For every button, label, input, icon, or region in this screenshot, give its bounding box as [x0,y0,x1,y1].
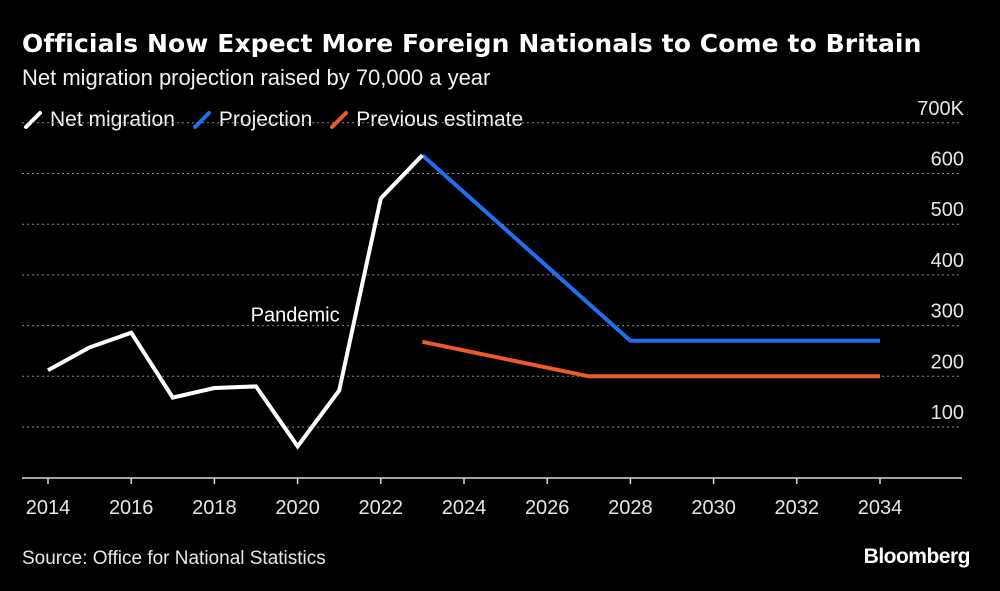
y-tick-label-300: 300 [931,301,964,323]
x-tick-label-2028: 2028 [608,497,653,519]
x-tick-label-2032: 2032 [775,497,820,519]
source-note: Source: Office for National Statistics [22,548,326,569]
legend-label-previous-estimate: Previous estimate [356,108,524,131]
y-tick-label-600: 600 [931,149,964,171]
series-line-previous-estimate [421,339,880,379]
x-tick-label-2034: 2034 [858,497,903,519]
legend-item-projection: Projection [191,108,312,132]
legend-item-net-migration: Net migration [22,108,175,132]
x-tick-label-2014: 2014 [26,497,71,519]
chart-title: Officials Now Expect More Foreign Nation… [22,29,922,58]
x-tick-label-2020: 2020 [275,497,320,519]
legend: Net migration Projection Previous estima… [22,108,539,132]
legend-item-previous-estimate: Previous estimate [328,108,523,132]
chart-subtitle: Net migration projection raised by 70,00… [22,65,491,90]
y-tick-label-400: 400 [931,250,964,272]
y-tick-label-500: 500 [931,199,964,221]
y-tick-label-700: 700K [917,98,964,120]
y-tick-label-200: 200 [931,351,964,373]
legend-label-net-migration: Net migration [50,108,175,131]
legend-label-projection: Projection [218,108,313,131]
x-tick-label-2030: 2030 [691,497,736,519]
legend-swatch-projection-icon [192,111,211,129]
series-line-projection [421,153,880,343]
legend-swatch-previous-estimate-icon [330,111,349,129]
x-tick-label-2022: 2022 [359,497,404,519]
x-tick-label-2026: 2026 [525,497,570,519]
x-tick-label-2024: 2024 [442,497,487,519]
bloomberg-logo: Bloomberg [863,545,971,568]
legend-swatch-net-migration-icon [24,111,42,129]
x-tick-label-2016: 2016 [109,497,154,519]
series-line-net-migration [47,153,424,450]
annotation-pandemic: Pandemic [251,305,340,327]
y-tick-label-100: 100 [931,402,964,424]
x-tick-label-2018: 2018 [192,497,237,519]
